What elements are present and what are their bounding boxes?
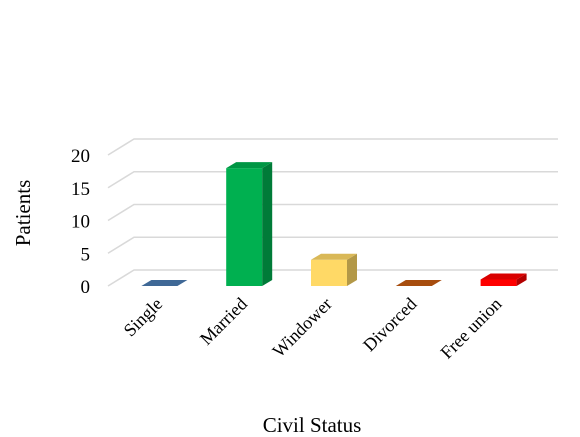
bar-top (480, 273, 527, 280)
y-tick-labels: 0 5 10 15 20 (71, 146, 90, 298)
bar-top (311, 253, 357, 260)
bar-top (141, 280, 188, 286)
bar-free-union (480, 273, 527, 286)
gridline (107, 171, 558, 189)
y-tick-label: 20 (71, 146, 90, 167)
bar-side (262, 162, 273, 286)
category-label: Free union (436, 294, 505, 363)
bar-front (311, 259, 347, 286)
bar-divorced (395, 280, 442, 286)
bar-front (226, 168, 263, 286)
gridlines (107, 138, 558, 287)
category-label: Windower (268, 294, 335, 361)
gridline (107, 236, 558, 254)
bar-single (141, 280, 188, 286)
bar-married (226, 162, 273, 286)
gridline (107, 203, 558, 222)
category-labels: Single Married Windower Divorced Free union (120, 294, 506, 363)
category-label: Single (120, 294, 167, 341)
y-tick-label: 10 (71, 212, 90, 233)
bar-side (347, 253, 357, 286)
bar-top (395, 280, 442, 286)
y-tick-label: 0 (81, 277, 91, 298)
gridline (107, 138, 558, 156)
x-axis-title: Civil Status (263, 413, 362, 437)
category-label: Married (196, 294, 251, 349)
y-tick-label: 5 (81, 244, 91, 265)
category-label: Divorced (359, 294, 421, 356)
y-axis-title: Patients (11, 180, 35, 247)
gridline (107, 269, 558, 287)
bar-top (226, 162, 273, 169)
bar-windower (311, 253, 357, 286)
bar-front (480, 279, 517, 286)
bars (141, 162, 527, 286)
bar-side (516, 273, 527, 286)
y-tick-label: 15 (71, 179, 90, 200)
